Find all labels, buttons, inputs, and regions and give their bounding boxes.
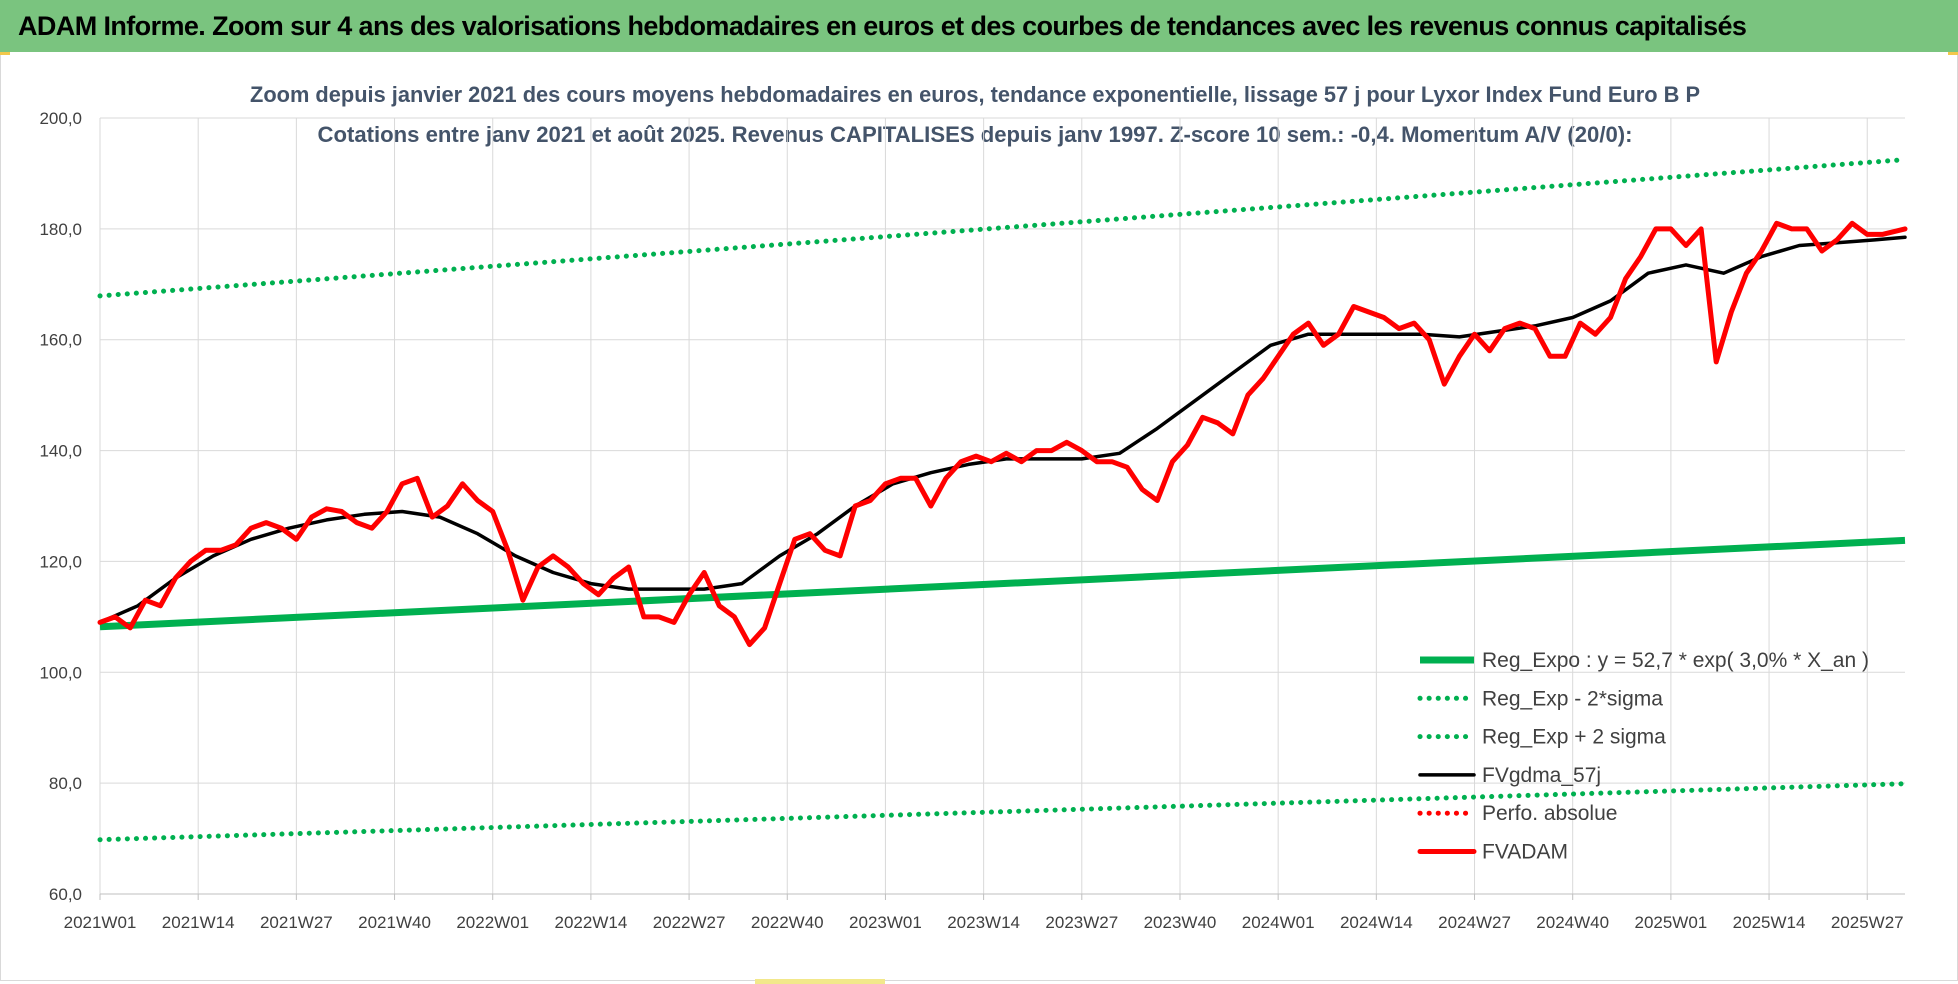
x-tick-label: 2025W27 bbox=[1831, 913, 1904, 932]
y-tick-label: 120,0 bbox=[39, 552, 82, 571]
x-tick-label: 2025W01 bbox=[1634, 913, 1707, 932]
bottom-accent bbox=[755, 979, 885, 984]
legend-label: Reg_Exp - 2*sigma bbox=[1482, 687, 1663, 710]
legend-label: Perfo. absolue bbox=[1482, 802, 1617, 825]
y-tick-label: 80,0 bbox=[49, 774, 82, 793]
y-tick-label: 60,0 bbox=[49, 885, 82, 904]
grid bbox=[99, 117, 1905, 895]
chart-title-line2: Cotations entre janv 2021 et août 2025. … bbox=[318, 122, 1633, 147]
title-banner: ADAM Informe. Zoom sur 4 ans des valoris… bbox=[0, 0, 1958, 52]
series-line-2 bbox=[97, 157, 1908, 299]
y-tick-label: 200,0 bbox=[39, 109, 82, 128]
x-tick-label: 2025W14 bbox=[1733, 913, 1806, 932]
x-tick-label: 2023W01 bbox=[849, 913, 922, 932]
x-tick-label: 2023W40 bbox=[1144, 913, 1217, 932]
x-tick-label: 2024W27 bbox=[1438, 913, 1511, 932]
legend-label: FVADAM bbox=[1482, 841, 1568, 864]
x-tick-label: 2021W01 bbox=[64, 913, 137, 932]
x-tick-label: 2022W27 bbox=[653, 913, 726, 932]
y-tick-label: 160,0 bbox=[39, 331, 82, 350]
legend-label: FVgdma_57j bbox=[1482, 764, 1601, 787]
corner-accent-right bbox=[1948, 52, 1958, 55]
banner-title: ADAM Informe. Zoom sur 4 ans des valoris… bbox=[18, 10, 1747, 41]
chart-title-line1: Zoom depuis janvier 2021 des cours moyen… bbox=[250, 82, 1700, 107]
y-axis: 60,0 80,0 100,0 120,0 140,0 160,0 180,0 200,0 bbox=[39, 109, 82, 904]
series-line-0 bbox=[99, 536, 1906, 631]
series-line-5 bbox=[97, 220, 1908, 648]
y-tick-label: 140,0 bbox=[39, 442, 82, 461]
series-line-3 bbox=[98, 235, 1907, 625]
x-tick-label: 2022W14 bbox=[555, 913, 628, 932]
x-tick-label: 2021W40 bbox=[358, 913, 431, 932]
x-tick-label: 2021W14 bbox=[162, 913, 235, 932]
x-tick-label: 2021W27 bbox=[260, 913, 333, 932]
y-tick-label: 180,0 bbox=[39, 220, 82, 239]
x-axis: 2021W01 2021W14 2021W27 2021W40 2022W01 2022W… bbox=[64, 893, 1905, 932]
legend-label: Reg_Exp + 2 sigma bbox=[1482, 726, 1666, 749]
series-line-1 bbox=[97, 781, 1908, 843]
x-tick-label: 2024W14 bbox=[1340, 913, 1413, 932]
corner-accent-left bbox=[0, 52, 10, 55]
x-tick-label: 2022W01 bbox=[456, 913, 529, 932]
x-tick-label: 2022W40 bbox=[751, 913, 824, 932]
plot-area bbox=[97, 157, 1908, 843]
x-tick-label: 2024W40 bbox=[1536, 913, 1609, 932]
y-tick-label: 100,0 bbox=[39, 663, 82, 682]
legend: Reg_Expo : y = 52,7 * exp( 3,0% * X_an )… bbox=[1417, 649, 1869, 864]
x-tick-label: 2023W27 bbox=[1045, 913, 1118, 932]
legend-label: Reg_Expo : y = 52,7 * exp( 3,0% * X_an ) bbox=[1482, 649, 1869, 672]
x-tick-label: 2024W01 bbox=[1242, 913, 1315, 932]
x-tick-label: 2023W14 bbox=[947, 913, 1020, 932]
